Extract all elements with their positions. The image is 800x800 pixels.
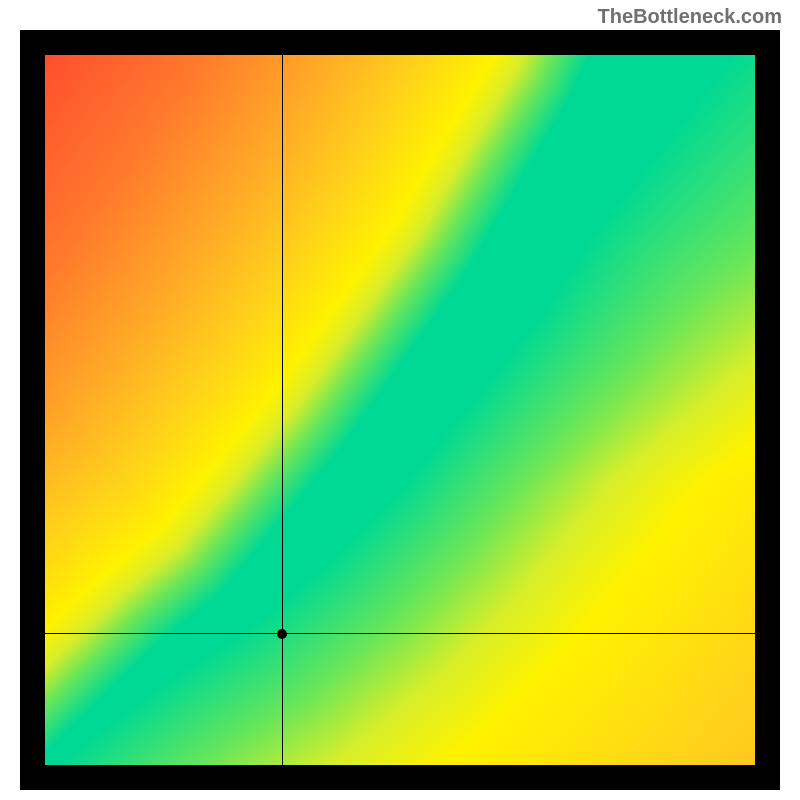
crosshair-vertical <box>282 55 283 765</box>
chart-container: TheBottleneck.com <box>0 0 800 800</box>
crosshair-horizontal <box>45 633 755 634</box>
bottleneck-heatmap <box>45 55 755 765</box>
watermark-text: TheBottleneck.com <box>598 6 782 29</box>
